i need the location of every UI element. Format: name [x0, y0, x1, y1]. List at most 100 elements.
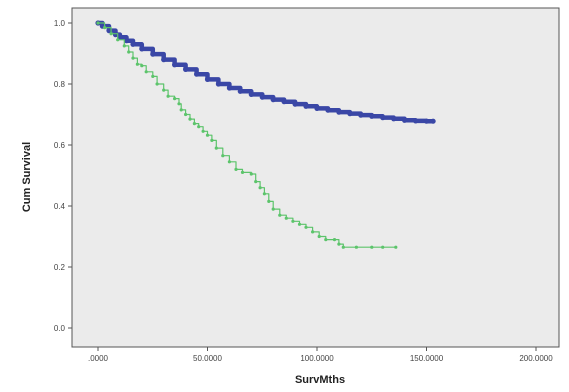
series-1-point: [130, 41, 136, 47]
series-1-point: [423, 118, 430, 124]
series-2-point: [116, 38, 120, 42]
series-2-point: [267, 199, 271, 203]
series-1-point: [325, 107, 331, 113]
series-2-point: [354, 245, 358, 249]
series-2-point: [135, 62, 139, 66]
series-2-point: [278, 213, 282, 217]
series-2-point: [284, 216, 288, 220]
series-1-point: [303, 103, 309, 109]
series-2-point: [271, 207, 275, 211]
y-tick-label: 1.0: [54, 19, 66, 28]
y-tick-label: 0.0: [54, 324, 66, 333]
series-1-point: [347, 111, 353, 117]
y-axis: 0.0 0.2 0.4 0.6 0.8 1.0: [54, 19, 72, 333]
series-2-point: [332, 238, 337, 242]
series-layer: [95, 20, 436, 249]
series-2-point: [155, 82, 159, 86]
series-1-point: [161, 57, 167, 63]
series-2-point: [311, 230, 315, 234]
series-2-point: [381, 245, 385, 249]
series-2-point: [221, 154, 225, 158]
series-2-point: [140, 64, 144, 68]
series-1-point: [150, 51, 156, 57]
series-1-point: [139, 46, 145, 52]
series-2-point: [201, 129, 205, 133]
series-2-point: [162, 88, 166, 92]
series-1-point: [391, 116, 397, 122]
series-2-point: [214, 146, 218, 150]
series-2-point: [103, 26, 107, 30]
x-axis-title: SurvMths: [295, 374, 345, 386]
series-2-point: [151, 74, 155, 78]
series-2-point: [166, 94, 170, 98]
series-2-point: [197, 125, 201, 129]
series-2-point: [173, 97, 177, 101]
series-1-point: [402, 117, 408, 123]
x-tick-label: 200.0000: [519, 354, 553, 363]
series-2-point: [131, 56, 135, 60]
series-2-point: [254, 180, 258, 184]
series-1-point: [183, 66, 189, 72]
series-1-point: [194, 71, 200, 77]
series-2-point: [234, 167, 238, 171]
series-2-point: [240, 170, 245, 174]
series-2-point: [122, 44, 126, 48]
series-2-point: [144, 70, 148, 74]
series-2-point: [179, 108, 183, 112]
series-2-point: [227, 160, 231, 164]
series-2-point: [258, 186, 262, 190]
series-2-point: [188, 117, 192, 121]
series-2-point: [210, 138, 214, 142]
series-2-point: [291, 219, 295, 223]
series-2-point: [177, 102, 181, 106]
series-1-point: [413, 118, 419, 124]
series-1-point: [292, 101, 298, 107]
series-1-point: [270, 97, 276, 103]
series-2-point: [317, 234, 321, 239]
x-tick-label: .0000: [88, 354, 109, 363]
series-1-point: [215, 81, 221, 87]
series-2-point: [205, 133, 210, 137]
series-1-point: [106, 28, 112, 34]
series-1-markers: [95, 20, 436, 124]
y-tick-label: 0.4: [54, 202, 66, 211]
series-1-point: [237, 88, 243, 94]
y-tick-label: 0.8: [54, 80, 66, 89]
series-2-point: [192, 122, 196, 126]
series-1-point: [248, 91, 254, 97]
series-2-point: [297, 222, 302, 226]
series-1-point: [259, 94, 265, 100]
y-tick-label: 0.2: [54, 263, 66, 272]
series-2-point: [184, 112, 188, 117]
series-1-point: [336, 109, 342, 115]
series-1-point: [172, 62, 178, 68]
series-2-point: [394, 245, 398, 249]
series-1-point: [123, 38, 130, 44]
plot-area: [71, 7, 560, 348]
series-1-point: [369, 113, 375, 119]
series-2-point: [96, 21, 100, 25]
series-2-point: [370, 245, 374, 249]
y-axis-title: Cum Survival: [21, 142, 33, 212]
x-tick-label: 150.0000: [410, 354, 444, 363]
x-axis: .0000 50.0000 100.0000 150.0000 200.0000: [88, 347, 553, 363]
series-2-point: [324, 238, 328, 242]
y-tick-label: 0.6: [54, 141, 66, 150]
series-1-point: [226, 85, 232, 91]
x-tick-label: 50.0000: [193, 354, 222, 363]
series-2-point: [109, 32, 113, 36]
series-2-point: [249, 172, 253, 176]
series-1-point: [314, 105, 320, 111]
series-1-point: [358, 112, 364, 118]
series-2-point: [337, 242, 341, 246]
series-2-point: [304, 225, 308, 229]
series-2-point: [262, 192, 266, 196]
series-1-point: [204, 76, 211, 82]
series-2-point: [127, 50, 131, 54]
series-1-point: [430, 118, 436, 124]
x-tick-label: 100.0000: [300, 354, 334, 363]
series-1-point: [380, 115, 386, 121]
series-2-markers: [96, 21, 398, 249]
